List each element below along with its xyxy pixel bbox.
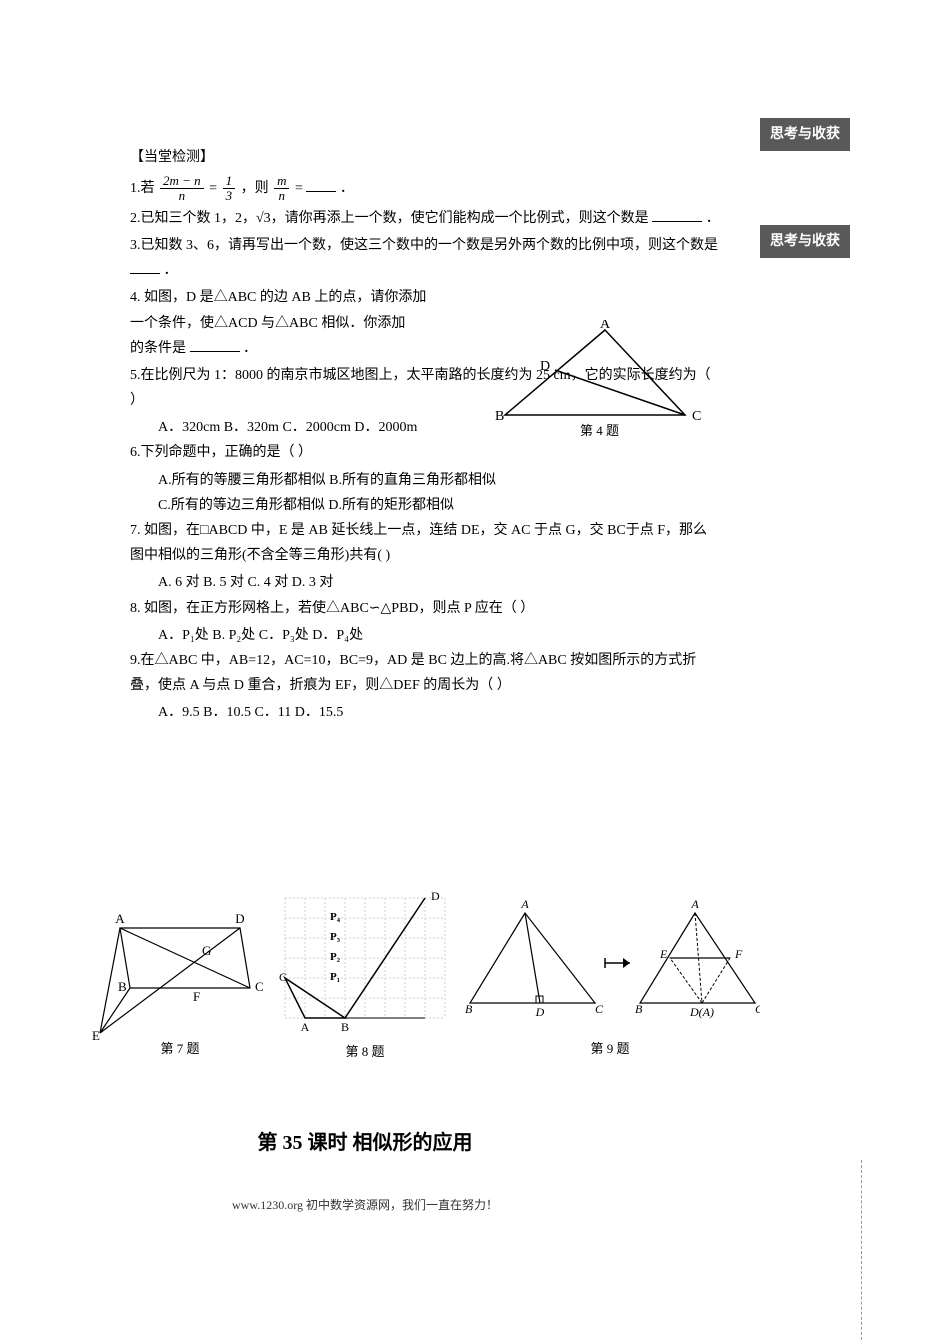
q4-blank (190, 337, 240, 352)
fig8-P2: P₂ (330, 951, 341, 963)
q3-end: ． (164, 263, 178, 278)
question-2: 2.已知三个数 1，2，√3，请你再添上一个数，使它们能构成一个比例式，则这个数… (130, 206, 720, 231)
fig7-E: E (92, 1028, 100, 1043)
q1-frac3-num: m (274, 174, 289, 189)
q9-options: A．9.5 B．10.5 C．11 D．15.5 (130, 700, 720, 725)
question-4: 4. 如图，D 是△ABC 的边 AB 上的点，请你添加 一个条件，使△ACD … (130, 285, 490, 361)
svg-text:A: A (690, 898, 699, 911)
fig7-C: C (255, 979, 264, 994)
q2-text: 2.已知三个数 1，2，√3，请你再添上一个数，使它们能构成一个比例式，则这个数… (130, 211, 649, 226)
figure-8-svg: A B C D P₁ P₂ P₃ P₄ 第 8 题 (275, 888, 460, 1063)
fig8-P1: P₁ (330, 971, 340, 983)
page: 思考与收获 思考与收获 【当堂检测】 1.若 2m − n n = 1 3 ，则… (0, 0, 950, 1344)
q1-prefix: 1.若 (130, 181, 158, 196)
q1-frac2-num: 1 (223, 174, 236, 189)
question-7: 7. 如图，在□ABCD 中，E 是 AB 延长线上一点，连结 DE，交 AC … (130, 518, 720, 568)
q1-frac1: 2m − n n (160, 174, 204, 204)
fig7-G: G (202, 943, 211, 958)
fig8-P4: P₄ (330, 911, 341, 923)
svg-text:C: C (595, 1002, 604, 1016)
fig7-B: B (118, 979, 127, 994)
fig7-F: F (193, 989, 200, 1004)
section-header: 【当堂检测】 (130, 145, 720, 170)
svg-text:C: C (755, 1002, 760, 1016)
svg-text:B: B (635, 1002, 643, 1016)
fig8-label: 第 8 题 (345, 1044, 384, 1059)
fig7-D: D (235, 911, 244, 926)
q4-line1: 4. 如图，D 是△ABC 的边 AB 上的点，请你添加 (130, 285, 490, 310)
q7-options: A. 6 对 B. 5 对 C. 4 对 D. 3 对 (130, 570, 720, 595)
fig7-A: A (115, 911, 125, 926)
q4-line3: 的条件是 (130, 341, 186, 356)
sidebar-note-bottom: 思考与收获 (760, 225, 850, 258)
fig4-B: B (495, 409, 504, 424)
figure-7-svg: A D B C E F G 第 7 题 (90, 898, 270, 1058)
q6-options: A.所有的等腰三角形都相似 B.所有的直角三角形都相似 C.所有的等边三角形都相… (130, 468, 720, 518)
fig4-A: A (600, 320, 611, 332)
fig4-C: C (692, 409, 701, 424)
question-8: 8. 如图，在正方形网格上，若使△ABC∽△PBD，则点 P 应在（ ） (130, 596, 720, 621)
q6-optA: A.所有的等腰三角形都相似 B.所有的直角三角形都相似 (158, 468, 720, 493)
q8-options: A．P₁处 B. P₂处 C．P₃处 D．P₄处 (130, 623, 720, 648)
question-3: 3.已知数 3、6，请再写出一个数，使这三个数中的一个数是另外两个数的比例中项，… (130, 233, 720, 283)
q1-frac2-den: 3 (223, 189, 236, 203)
q1-frac3: m n (274, 174, 289, 204)
q2-blank (652, 207, 702, 222)
question-9: 9.在△ABC 中，AB=12，AC=10，BC=9，AD 是 BC 边上的高.… (130, 648, 720, 698)
q4-line2: 一个条件，使△ACD 与△ABC 相似．你添加 (130, 311, 490, 336)
right-dashed-border (861, 1160, 862, 1340)
q1-mid: ，则 (241, 181, 273, 196)
figure-4: A D B C 第 4 题 (480, 320, 730, 440)
fig8-D: D (431, 889, 440, 903)
q1-frac1-num: 2m − n (160, 174, 204, 189)
q1-frac1-den: n (160, 189, 204, 203)
q1-frac2: 1 3 (223, 174, 236, 204)
fig4-D: D (540, 359, 550, 374)
q1-blank (306, 177, 336, 192)
q6-optC: C.所有的等边三角形都相似 D.所有的矩形都相似 (158, 493, 720, 518)
fig8-P3: P₃ (330, 931, 341, 943)
fig8-A: A (301, 1020, 310, 1034)
figure-4-svg: A D B C 第 4 题 (480, 320, 730, 440)
page-footer: www.1230.org 初中数学资源网，我们一直在努力！ (0, 1195, 730, 1217)
svg-text:F: F (734, 947, 743, 961)
question-1: 1.若 2m − n n = 1 3 ，则 m n = ． (130, 174, 720, 204)
svg-text:B: B (465, 1002, 473, 1016)
q4-end: ． (243, 341, 257, 356)
svg-text:E: E (659, 947, 668, 961)
q1-end: ． (340, 181, 354, 196)
q2-end: ． (706, 211, 720, 226)
fig8-C: C (279, 970, 287, 984)
figure-9-svg: A B D C A B D(A) C E F 第 9 题 (460, 898, 760, 1058)
q1-suffix: = (295, 181, 306, 196)
lesson-title: 第 35 课时 相似形的应用 (0, 1125, 730, 1161)
bottom-figures: A D B C E F G 第 7 题 (90, 898, 740, 1058)
question-6: 6.下列命题中，正确的是（ ） (130, 440, 720, 465)
fig7-label: 第 7 题 (160, 1041, 199, 1056)
q3-text: 3.已知数 3、6，请再写出一个数，使这三个数中的一个数是另外两个数的比例中项，… (130, 238, 718, 253)
q1-frac3-den: n (274, 189, 289, 203)
svg-text:D: D (535, 1005, 545, 1019)
svg-text:A: A (520, 898, 529, 911)
sidebar-note-top: 思考与收获 (760, 118, 850, 151)
q3-blank (130, 259, 160, 274)
fig4-label: 第 4 题 (580, 423, 619, 438)
fig9-label: 第 9 题 (590, 1041, 629, 1056)
fig8-B: B (341, 1020, 349, 1034)
q1-eq1: = (209, 181, 220, 196)
svg-text:D(A): D(A) (689, 1005, 714, 1019)
